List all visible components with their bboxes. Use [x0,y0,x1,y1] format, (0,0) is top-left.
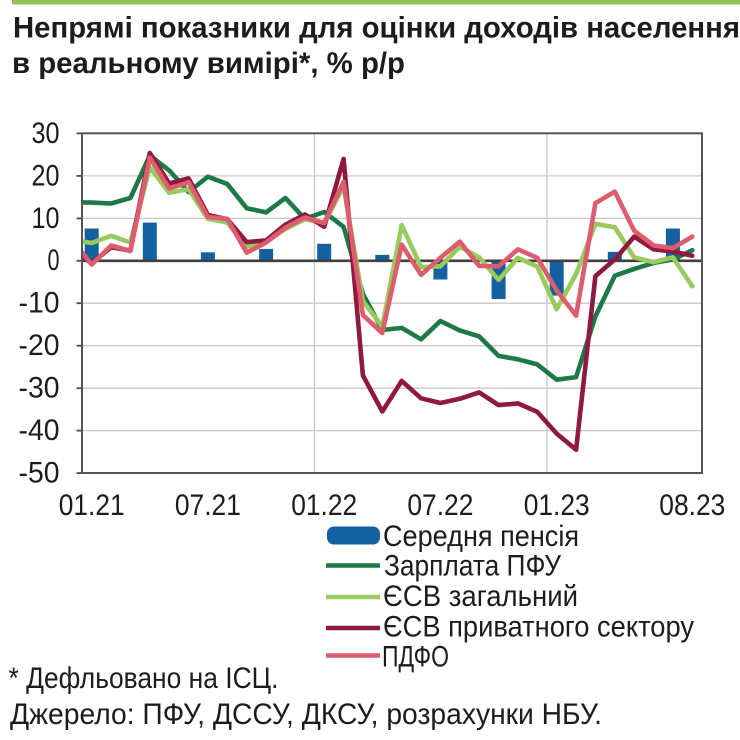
svg-text:в реальному вимірі*, % р/р: в реальному вимірі*, % р/р [12,47,405,80]
svg-text:-10: -10 [19,287,60,320]
svg-text:-50: -50 [19,456,60,489]
svg-text:08.23: 08.23 [659,489,725,522]
svg-text:20: 20 [32,159,60,192]
svg-text:-30: -30 [19,372,60,405]
svg-text:* Дефльовано на ІСЦ.: * Дефльовано на ІСЦ. [9,662,279,695]
svg-text:Зарплата ПФУ: Зарплата ПФУ [384,550,562,583]
svg-text:-20: -20 [19,329,60,362]
svg-text:07.22: 07.22 [407,489,473,522]
svg-text:-40: -40 [19,414,60,447]
svg-text:30: 30 [32,117,60,150]
svg-text:10: 10 [32,202,60,235]
svg-text:01.22: 01.22 [291,489,357,522]
svg-text:Непрямі показники для оцінки д: Непрямі показники для оцінки доходів нас… [13,11,740,44]
svg-text:ЄСВ приватного сектору: ЄСВ приватного сектору [383,611,694,644]
svg-text:Джерело: ПФУ, ДССУ, ДКСУ, розр: Джерело: ПФУ, ДССУ, ДКСУ, розрахунки НБУ… [10,698,602,731]
svg-text:Середня пенсія: Середня пенсія [383,520,579,553]
svg-text:01.23: 01.23 [524,489,590,522]
svg-text:ЄСВ загальний: ЄСВ загальний [383,580,578,613]
svg-text:07.21: 07.21 [175,489,241,522]
svg-text:0: 0 [48,244,60,277]
svg-text:01.21: 01.21 [59,489,125,522]
svg-text:ПДФО: ПДФО [382,641,449,674]
